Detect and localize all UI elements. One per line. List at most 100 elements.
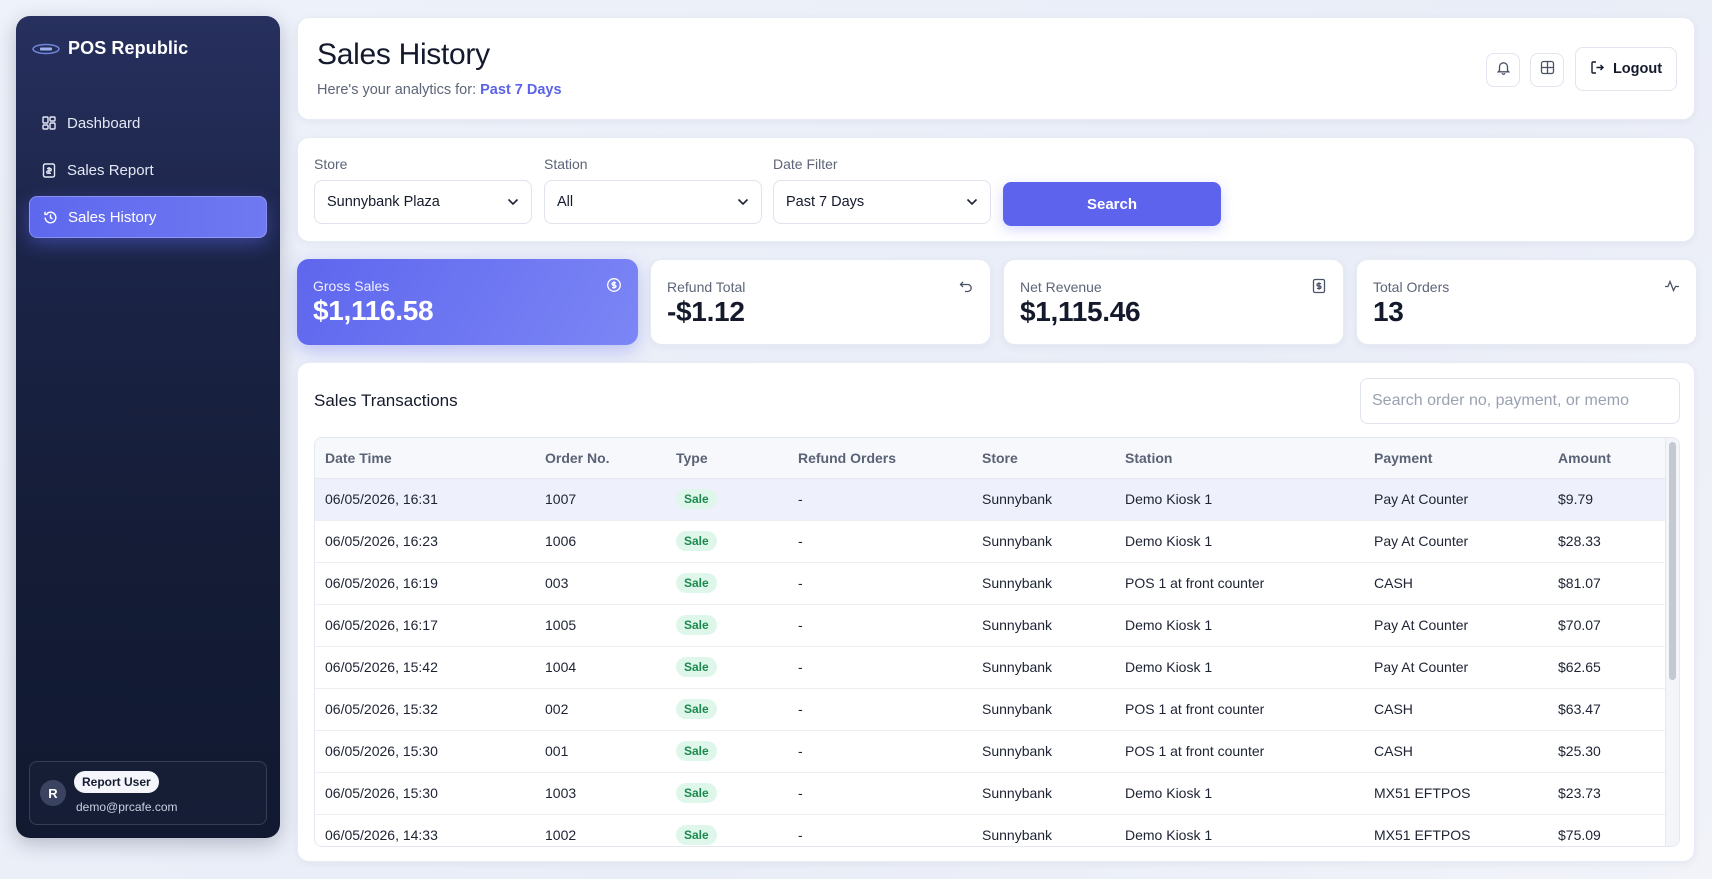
cell-payment: MX51 EFTPOS	[1374, 785, 1471, 801]
station-select[interactable]: All	[544, 180, 762, 224]
logout-button[interactable]: Logout	[1575, 47, 1677, 91]
stat-net-revenue: Net Revenue $1,115.46	[1003, 259, 1344, 345]
brand-name: POS Republic	[68, 38, 189, 58]
cell-refund-orders: -	[798, 827, 803, 843]
sidebar: POS Republic Dashboard Sales Report	[16, 16, 280, 838]
report-icon	[41, 162, 57, 178]
stat-label: Total Orders	[1373, 279, 1450, 295]
cell-type: Sale	[666, 562, 788, 604]
user-card[interactable]: R Report User demo@prcafe.com	[29, 761, 267, 825]
cell-store: Sunnybank	[982, 701, 1053, 717]
cell-amount: $81.07	[1558, 575, 1601, 591]
table-scrollbar[interactable]	[1665, 438, 1679, 846]
search-button[interactable]: Search	[1003, 182, 1221, 226]
cell-station: Demo Kiosk 1	[1125, 659, 1213, 675]
store-field: Store Sunnybank Plaza	[314, 156, 532, 224]
stat-refund-total: Refund Total -$1.12	[650, 259, 991, 345]
cell-refund-orders: -	[798, 701, 803, 717]
cell-store: Sunnybank	[982, 491, 1053, 507]
cell-order-no: 1004	[545, 659, 577, 675]
cell-refund-orders: -	[798, 617, 803, 633]
table-header-row: Date Time Order No. Type Refund Orders S…	[315, 438, 1667, 479]
sidebar-item-sales-history[interactable]: Sales History	[29, 196, 267, 238]
stat-value: -$1.12	[667, 296, 745, 327]
sale-badge: Sale	[676, 573, 717, 593]
cell-payment: Pay At Counter	[1374, 491, 1469, 507]
cell-date-time: 06/05/2026, 16:17	[325, 617, 438, 633]
transactions-table: Date Time Order No. Type Refund Orders S…	[314, 437, 1680, 847]
activity-icon	[1664, 278, 1680, 294]
stat-value: $1,116.58	[313, 295, 434, 326]
table-row[interactable]: 06/05/2026, 16:17 1005 Sale - Sunnybank …	[315, 604, 1667, 646]
cell-store: Sunnybank	[982, 575, 1053, 591]
sidebar-item-dashboard[interactable]: Dashboard	[29, 102, 267, 144]
column-header-order-no[interactable]: Order No.	[535, 438, 666, 479]
cell-refund-orders: -	[798, 533, 803, 549]
table-row[interactable]: 06/05/2026, 15:42 1004 Sale - Sunnybank …	[315, 646, 1667, 688]
undo-icon	[958, 278, 974, 294]
grid-view-button[interactable]	[1530, 53, 1564, 87]
table-row[interactable]: 06/05/2026, 15:30 1003 Sale - Sunnybank …	[315, 772, 1667, 814]
avatar: R	[40, 780, 66, 806]
sale-badge: Sale	[676, 825, 717, 845]
brand-logo-icon	[32, 42, 60, 56]
date-filter-select[interactable]: Past 7 Days	[773, 180, 991, 224]
date-filter-label: Date Filter	[773, 156, 838, 172]
table-row[interactable]: 06/05/2026, 16:31 1007 Sale - Sunnybank …	[315, 478, 1667, 520]
stat-value: $1,115.46	[1020, 296, 1141, 327]
page-title: Sales History	[317, 38, 490, 71]
sidebar-item-label: Sales Report	[67, 161, 154, 179]
sidebar-item-label: Sales History	[68, 208, 157, 226]
column-header-station[interactable]: Station	[1115, 438, 1364, 479]
subtitle-period: Past 7 Days	[480, 82, 562, 98]
cell-order-no: 001	[545, 743, 569, 759]
user-name: Report User	[74, 771, 159, 793]
cell-store: Sunnybank	[982, 659, 1053, 675]
cell-type: Sale	[666, 688, 788, 730]
cell-type: Sale	[666, 814, 788, 846]
stat-value: 13	[1373, 296, 1404, 327]
scrollbar-thumb[interactable]	[1669, 442, 1676, 680]
table-row[interactable]: 06/05/2026, 15:30 001 Sale - Sunnybank P…	[315, 730, 1667, 772]
chevron-down-icon	[966, 194, 978, 210]
sidebar-item-sales-report[interactable]: Sales Report	[29, 149, 267, 191]
cell-type: Sale	[666, 478, 788, 520]
dashboard-icon	[41, 115, 57, 131]
notifications-button[interactable]	[1486, 53, 1520, 87]
table-row[interactable]: 06/05/2026, 16:19 003 Sale - Sunnybank P…	[315, 562, 1667, 604]
cell-station: Demo Kiosk 1	[1125, 491, 1213, 507]
cell-amount: $9.79	[1558, 491, 1594, 507]
table-row[interactable]: 06/05/2026, 16:23 1006 Sale - Sunnybank …	[315, 520, 1667, 562]
logout-label: Logout	[1612, 61, 1663, 77]
brand[interactable]: POS Republic	[32, 38, 188, 59]
cell-date-time: 06/05/2026, 16:19	[325, 575, 438, 591]
column-header-type[interactable]: Type	[666, 438, 788, 479]
cell-type: Sale	[666, 604, 788, 646]
date-filter-value: Past 7 Days	[786, 194, 865, 210]
sale-badge: Sale	[676, 783, 717, 803]
sale-badge: Sale	[676, 489, 717, 509]
sale-badge: Sale	[676, 615, 717, 635]
table-row[interactable]: 06/05/2026, 15:32 002 Sale - Sunnybank P…	[315, 688, 1667, 730]
column-header-refund-orders[interactable]: Refund Orders	[788, 438, 972, 479]
cell-payment: Pay At Counter	[1374, 533, 1469, 549]
cell-station: POS 1 at front counter	[1125, 743, 1265, 759]
history-icon	[42, 209, 58, 225]
stat-label: Refund Total	[667, 279, 746, 295]
chevron-down-icon	[737, 194, 749, 210]
cell-amount: $23.73	[1558, 785, 1601, 801]
cell-station: Demo Kiosk 1	[1125, 617, 1213, 633]
cell-order-no: 002	[545, 701, 569, 717]
column-header-payment[interactable]: Payment	[1364, 438, 1548, 479]
sidebar-nav: Dashboard Sales Report Sales History	[29, 102, 267, 243]
column-header-amount[interactable]: Amount	[1548, 438, 1667, 479]
store-select[interactable]: Sunnybank Plaza	[314, 180, 532, 224]
column-header-store[interactable]: Store	[972, 438, 1115, 479]
transactions-search-input[interactable]: Search order no, payment, or memo	[1360, 378, 1680, 424]
cell-payment: Pay At Counter	[1374, 659, 1469, 675]
table-row[interactable]: 06/05/2026, 14:33 1002 Sale - Sunnybank …	[315, 814, 1667, 846]
cell-refund-orders: -	[798, 785, 803, 801]
column-header-date-time[interactable]: Date Time	[315, 438, 535, 479]
cell-amount: $28.33	[1558, 533, 1601, 549]
sale-badge: Sale	[676, 531, 717, 551]
